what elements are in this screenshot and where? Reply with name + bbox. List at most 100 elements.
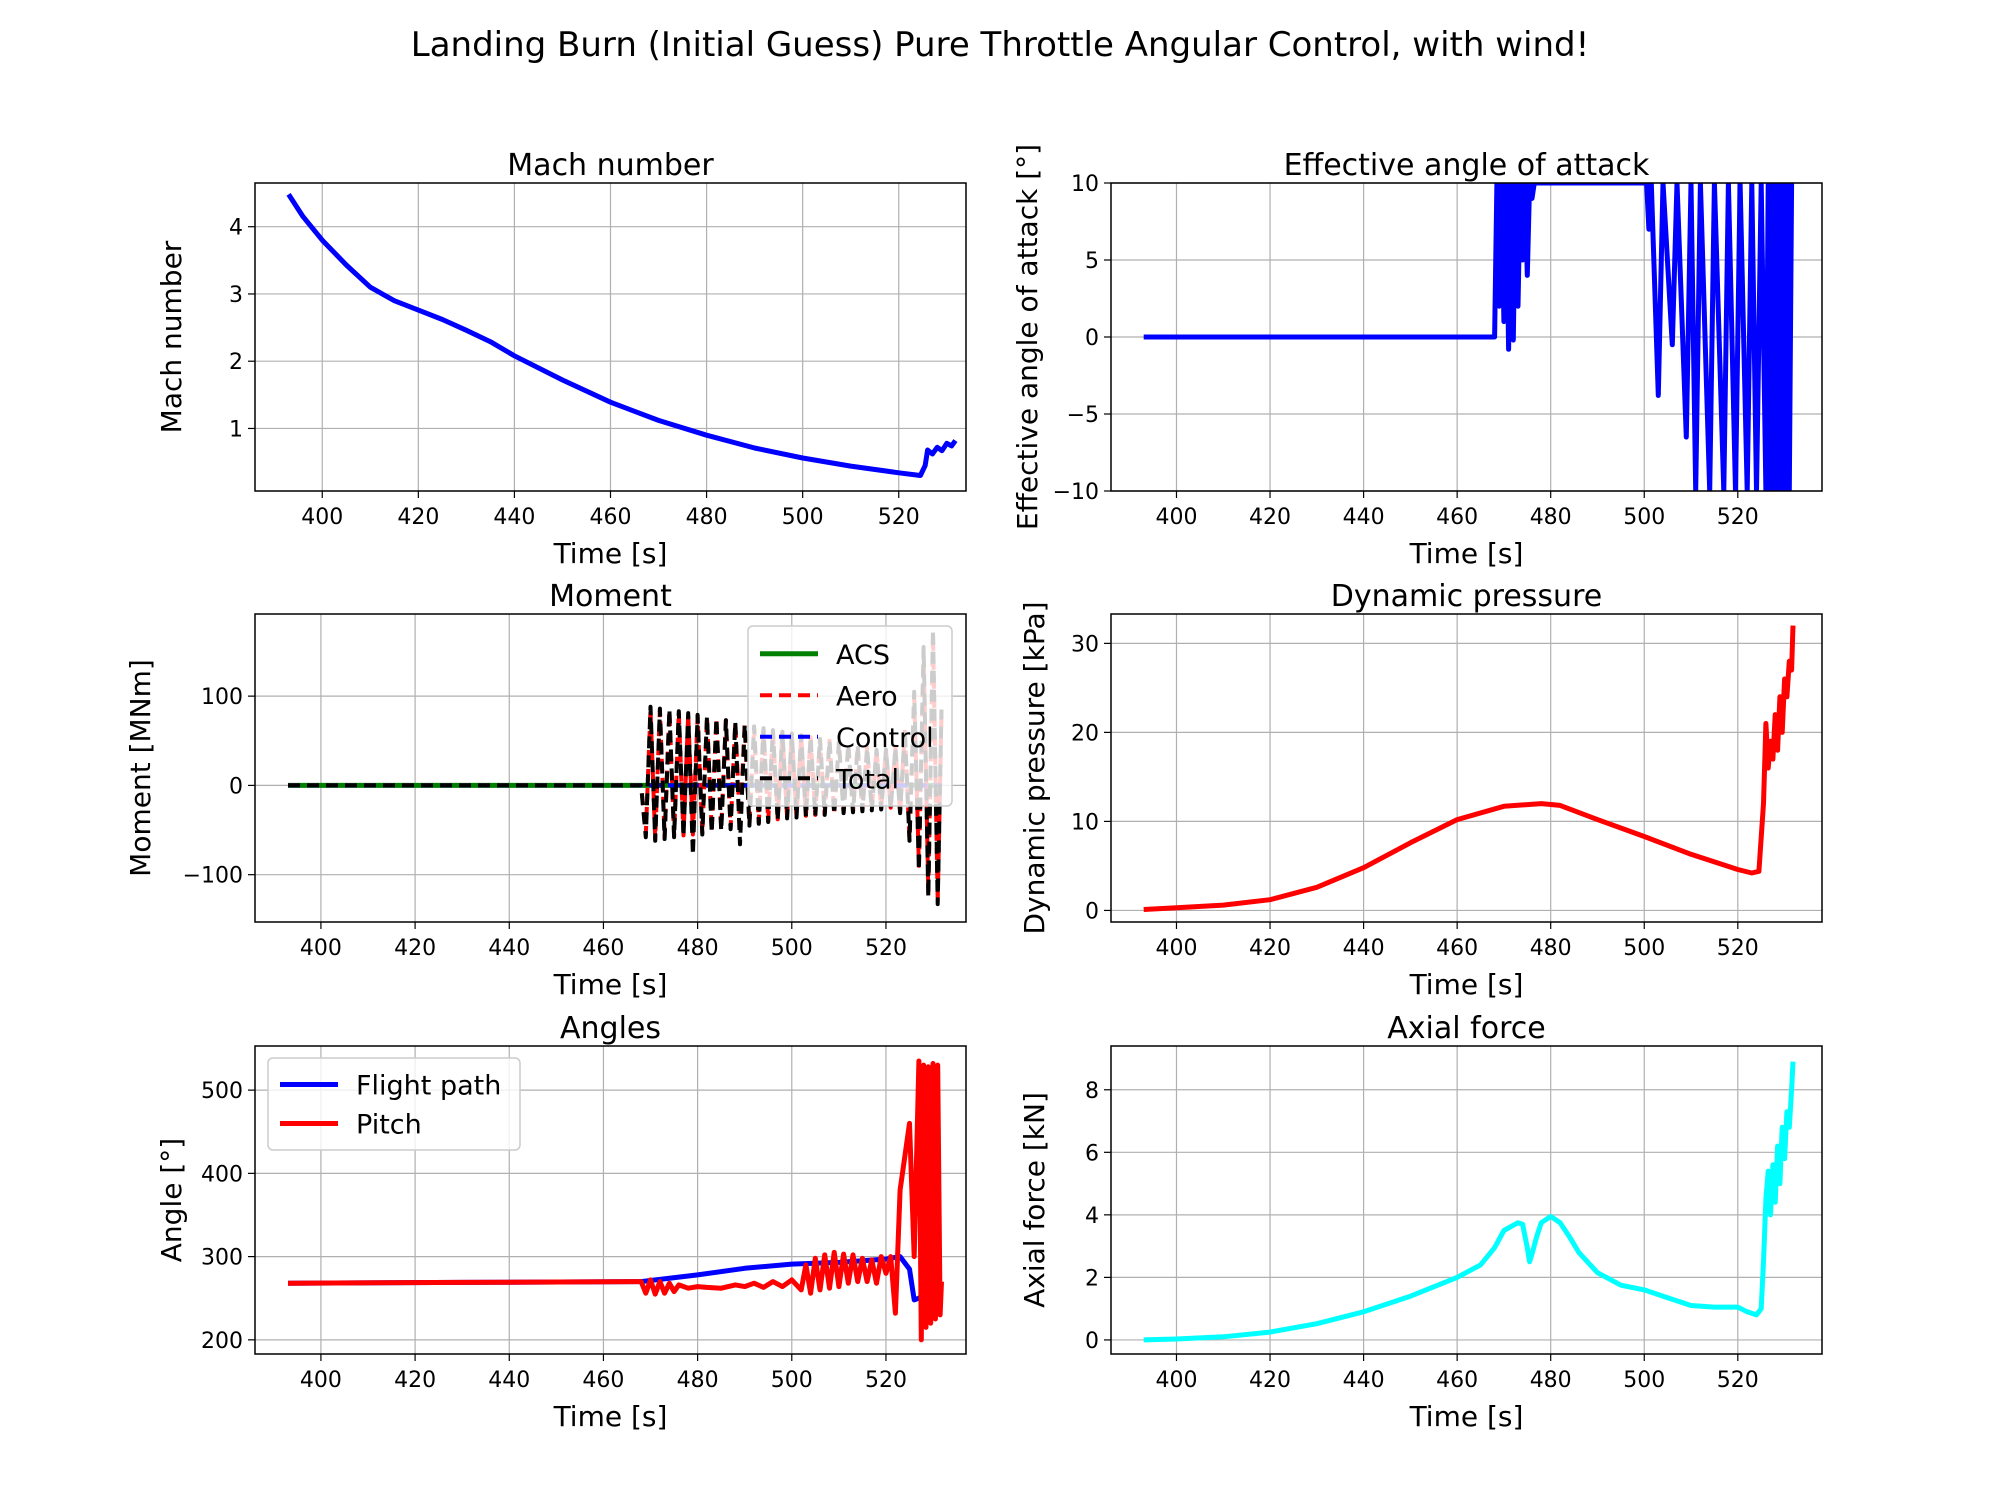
x-tick-label: 440 — [488, 936, 530, 961]
x-axis-label: Time [s] — [1409, 537, 1524, 570]
x-tick-label: 520 — [878, 505, 920, 530]
x-tick-label: 440 — [1343, 505, 1385, 530]
y-axis-label: Mach number — [155, 240, 188, 433]
subplot-6: 400 420 440 460 480 500 520 0 2 4 6 8 Axial force Tim… — [1018, 1011, 1823, 1433]
x-tick-label: 500 — [1623, 936, 1665, 961]
series-line-1 — [286, 193, 958, 478]
x-tick-label: 440 — [493, 505, 535, 530]
y-axis-label: Effective angle of attack [°] — [1011, 144, 1044, 530]
x-tick-label: 420 — [394, 1368, 436, 1393]
x-tick-label: 420 — [397, 505, 439, 530]
y-tick-label: 500 — [201, 1079, 243, 1104]
y-tick-label: −5 — [1067, 403, 1099, 428]
y-tick-label: 4 — [229, 216, 243, 241]
x-tick-label: 400 — [1155, 505, 1197, 530]
legend-label: Flight path — [356, 1071, 501, 1102]
y-axis-label: Dynamic pressure [kPa] — [1018, 601, 1051, 934]
x-tick-label: 480 — [1530, 936, 1572, 961]
x-tick-label: 480 — [677, 936, 719, 961]
subplot-3: 400 420 440 460 480 500 520 −100 0 100 Moment Time … — [124, 579, 967, 1001]
legend-label: Total — [835, 764, 899, 795]
x-tick-label: 520 — [865, 1368, 907, 1393]
y-tick-label: 0 — [1085, 899, 1099, 924]
subplot-2: 400 420 440 460 480 500 520 −10 −5 0 5 10 Effective … — [1011, 144, 1823, 570]
y-tick-label: 8 — [1085, 1079, 1099, 1104]
x-tick-label: 460 — [582, 936, 624, 961]
x-tick-label: 400 — [300, 1368, 342, 1393]
x-tick-label: 520 — [865, 936, 907, 961]
x-tick-label: 460 — [590, 505, 632, 530]
subplot-1: 400 420 440 460 480 500 520 1 2 3 4 Mach number Time… — [155, 148, 967, 570]
x-axis-label: Time [s] — [553, 1400, 668, 1433]
y-tick-label: 20 — [1071, 721, 1099, 746]
subplot-title: Axial force — [1387, 1011, 1545, 1046]
series-line-1 — [1143, 183, 1795, 491]
y-tick-label: 0 — [229, 774, 243, 799]
x-tick-label: 400 — [301, 505, 343, 530]
x-tick-label: 420 — [1249, 936, 1291, 961]
subplot-title: Mach number — [507, 148, 714, 183]
x-tick-label: 440 — [1343, 1368, 1385, 1393]
y-tick-label: 10 — [1071, 810, 1099, 835]
x-tick-label: 480 — [1530, 1368, 1572, 1393]
legend-label: Pitch — [356, 1110, 422, 1141]
x-tick-label: 400 — [1155, 936, 1197, 961]
x-tick-label: 460 — [1436, 936, 1478, 961]
x-tick-label: 500 — [782, 505, 824, 530]
x-tick-label: 480 — [1530, 505, 1572, 530]
figure-title: Landing Burn (Initial Guess) Pure Thrott… — [411, 25, 1589, 65]
x-tick-label: 440 — [1343, 936, 1385, 961]
x-tick-label: 400 — [1155, 1368, 1197, 1393]
x-axis-label: Time [s] — [553, 537, 668, 570]
subplot-4: 400 420 440 460 480 500 520 0 10 20 30 Dynamic pres… — [1018, 579, 1823, 1001]
y-axis-label: Moment [MNm] — [124, 659, 157, 877]
y-tick-label: 0 — [1085, 326, 1099, 351]
y-tick-label: 10 — [1071, 172, 1099, 197]
subplot-title: Angles — [560, 1011, 661, 1046]
y-axis-label: Angle [°] — [155, 1138, 188, 1262]
x-tick-label: 500 — [771, 1368, 813, 1393]
y-tick-label: 0 — [1085, 1329, 1099, 1354]
y-tick-label: 1 — [229, 417, 243, 442]
subplot-5: 400 420 440 460 480 500 520 200 300 400 500 Angles T… — [155, 1011, 967, 1433]
x-tick-label: 520 — [1717, 505, 1759, 530]
x-axis-label: Time [s] — [1409, 968, 1524, 1001]
y-tick-label: −100 — [183, 864, 243, 889]
x-tick-label: 440 — [488, 1368, 530, 1393]
y-tick-label: 30 — [1071, 632, 1099, 657]
legend: ACS Aero Control Total — [747, 625, 953, 807]
x-tick-label: 420 — [1249, 505, 1291, 530]
subplot-title: Dynamic pressure — [1331, 579, 1602, 614]
x-tick-label: 520 — [1717, 1368, 1759, 1393]
x-tick-label: 500 — [1623, 1368, 1665, 1393]
x-tick-label: 460 — [1436, 505, 1478, 530]
x-tick-label: 420 — [1249, 1368, 1291, 1393]
legend: Flight path Pitch — [267, 1057, 521, 1151]
x-tick-label: 480 — [686, 505, 728, 530]
subplot-title: Effective angle of attack — [1284, 148, 1650, 183]
y-tick-label: −10 — [1053, 480, 1099, 505]
subplot-title: Moment — [549, 579, 672, 614]
legend-label: ACS — [836, 640, 890, 671]
x-tick-label: 400 — [300, 936, 342, 961]
y-tick-label: 5 — [1085, 249, 1099, 274]
x-axis-label: Time [s] — [1409, 1400, 1524, 1433]
plot-frame — [254, 1045, 967, 1355]
x-tick-label: 520 — [1717, 936, 1759, 961]
x-tick-label: 420 — [394, 936, 436, 961]
y-axis-label: Axial force [kN] — [1018, 1092, 1051, 1308]
series-line-pitch — [287, 1058, 944, 1343]
y-tick-label: 6 — [1085, 1141, 1099, 1166]
y-tick-label: 300 — [201, 1246, 243, 1271]
legend-label: Aero — [836, 681, 898, 712]
x-tick-label: 480 — [677, 1368, 719, 1393]
x-axis-label: Time [s] — [553, 968, 668, 1001]
series-line-1 — [1143, 1061, 1796, 1343]
x-tick-label: 460 — [582, 1368, 624, 1393]
y-tick-label: 100 — [201, 685, 243, 710]
x-tick-label: 500 — [1623, 505, 1665, 530]
legend-label: Control — [836, 723, 934, 754]
y-tick-label: 200 — [201, 1329, 243, 1354]
y-tick-label: 4 — [1085, 1204, 1099, 1229]
